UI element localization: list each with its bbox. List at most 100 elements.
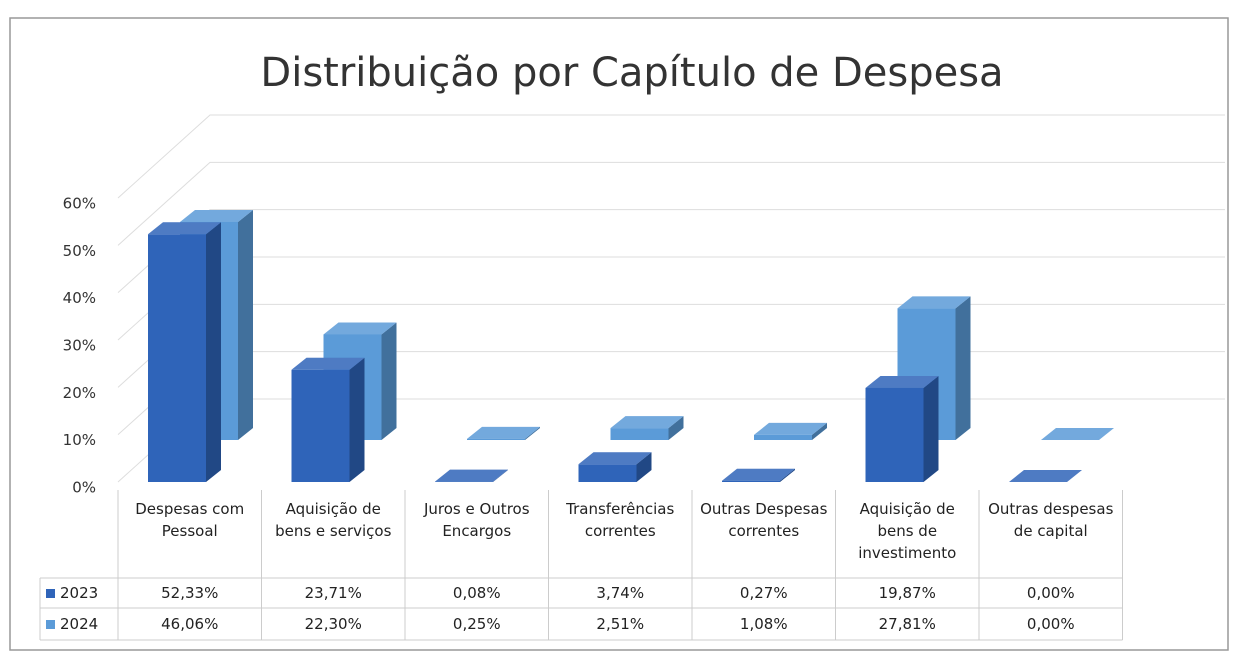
- bar-top: [435, 469, 508, 482]
- value-label: 46,06%: [161, 615, 219, 633]
- category-label: Despesas com Pessoal: [135, 500, 245, 540]
- bar: [722, 480, 780, 482]
- bar-top-shade: [148, 222, 221, 235]
- value-label: 2,51%: [596, 615, 645, 633]
- bar-top: [323, 322, 397, 335]
- value-label: 0,00%: [1026, 615, 1075, 633]
- bar-top: [148, 222, 221, 235]
- bar-side-shade: [955, 296, 971, 440]
- bar-top-shade: [578, 452, 652, 465]
- bar-side: [238, 209, 253, 440]
- bar: [865, 387, 924, 482]
- value-label: 0,27%: [739, 584, 788, 602]
- bar: [754, 434, 812, 440]
- bar-side: [349, 357, 365, 482]
- bar-side: [525, 426, 540, 440]
- value-label: 1,08%: [739, 615, 788, 633]
- bar-top-shade: [291, 357, 365, 370]
- y-tick-label: 40%: [63, 289, 96, 307]
- y-tick-label: 60%: [63, 195, 96, 213]
- bar-top-shade: [180, 209, 253, 222]
- legend-key: [46, 588, 55, 598]
- bar-side-shade: [381, 322, 397, 440]
- bar-side-shade: [349, 357, 365, 482]
- grid-line: [117, 398, 1225, 483]
- bar-top: [578, 452, 652, 465]
- chart-border: [9, 17, 1229, 651]
- grid-line: [117, 209, 1225, 294]
- bar-top-shade: [610, 416, 684, 429]
- bar-side: [780, 468, 795, 482]
- bar-side-shade: [493, 469, 508, 482]
- bar-top: [1009, 470, 1082, 482]
- bar-top-shade: [897, 296, 971, 309]
- bar-top: [865, 375, 939, 388]
- bar-top-shade: [1009, 470, 1082, 482]
- legend-label: 2024: [60, 615, 99, 633]
- bar-top: [467, 426, 540, 439]
- value-label: 0,08%: [452, 584, 501, 602]
- bar-side: [381, 322, 397, 440]
- bar-top-shade: [754, 422, 827, 435]
- bar-side: [668, 416, 684, 440]
- bar-side: [955, 296, 971, 440]
- bar-side-shade: [780, 468, 795, 482]
- bar: [610, 428, 669, 440]
- bar-side-shade: [206, 222, 221, 482]
- legend-key: [46, 619, 55, 629]
- chart-title: Distribuição por Capítulo de Despesa: [260, 50, 1003, 96]
- value-label: 23,71%: [304, 584, 362, 602]
- value-label: 27,81%: [878, 615, 936, 633]
- bar-top-shade: [435, 469, 508, 482]
- value-label: 3,74%: [596, 584, 645, 602]
- bar-side-shade: [668, 416, 684, 440]
- bar-top-shade: [865, 375, 939, 388]
- bar-side: [812, 422, 827, 440]
- legend-label: 2023: [60, 584, 99, 602]
- legend-entry: 2024: [46, 608, 98, 640]
- value-label: 0,25%: [452, 615, 501, 633]
- bar: [291, 369, 350, 482]
- grid-line: [117, 161, 1225, 246]
- grid-line: [117, 114, 1225, 199]
- value-label: 22,30%: [304, 615, 362, 633]
- bar-top-shade: [323, 322, 397, 335]
- bar-top: [1041, 428, 1114, 440]
- category-label: Juros e Outros Encargos: [423, 500, 530, 540]
- bar-top: [610, 416, 684, 429]
- bar: [578, 464, 637, 482]
- bar-top-shade: [467, 426, 540, 439]
- y-tick-label: 0%: [72, 479, 96, 497]
- category-label: Transferências correntes: [566, 500, 675, 540]
- bar-side-shade: [923, 375, 939, 482]
- bar-side: [636, 452, 652, 482]
- bar-top: [722, 468, 795, 481]
- y-tick-label: 50%: [63, 242, 96, 260]
- bar-top: [897, 296, 971, 309]
- bar-top-shade: [1041, 428, 1114, 440]
- bar-top: [180, 209, 253, 222]
- grid-line: [117, 303, 1225, 388]
- bar-top: [291, 357, 365, 370]
- bar-top: [754, 422, 827, 435]
- y-tick-label: 20%: [63, 384, 96, 402]
- category-label: Aquisição de bens de investimento: [858, 500, 957, 562]
- bar-side: [206, 222, 221, 482]
- value-label: 52,33%: [161, 584, 219, 602]
- value-label: 0,00%: [1026, 584, 1075, 602]
- category-label: Aquisição de bens e serviços: [275, 500, 392, 540]
- bar-side: [923, 375, 939, 482]
- bar-top-shade: [722, 468, 795, 481]
- bar-side-shade: [525, 426, 540, 440]
- grid-line: [117, 256, 1225, 341]
- bar-side-shade: [238, 209, 253, 440]
- bar: [148, 234, 206, 482]
- bar-side-shade: [636, 452, 652, 482]
- y-tick-label: 10%: [63, 431, 96, 449]
- value-label: 19,87%: [878, 584, 936, 602]
- bar-side-shade: [812, 422, 827, 440]
- category-label: Outras despesas de capital: [988, 500, 1114, 540]
- bar-side: [493, 469, 508, 482]
